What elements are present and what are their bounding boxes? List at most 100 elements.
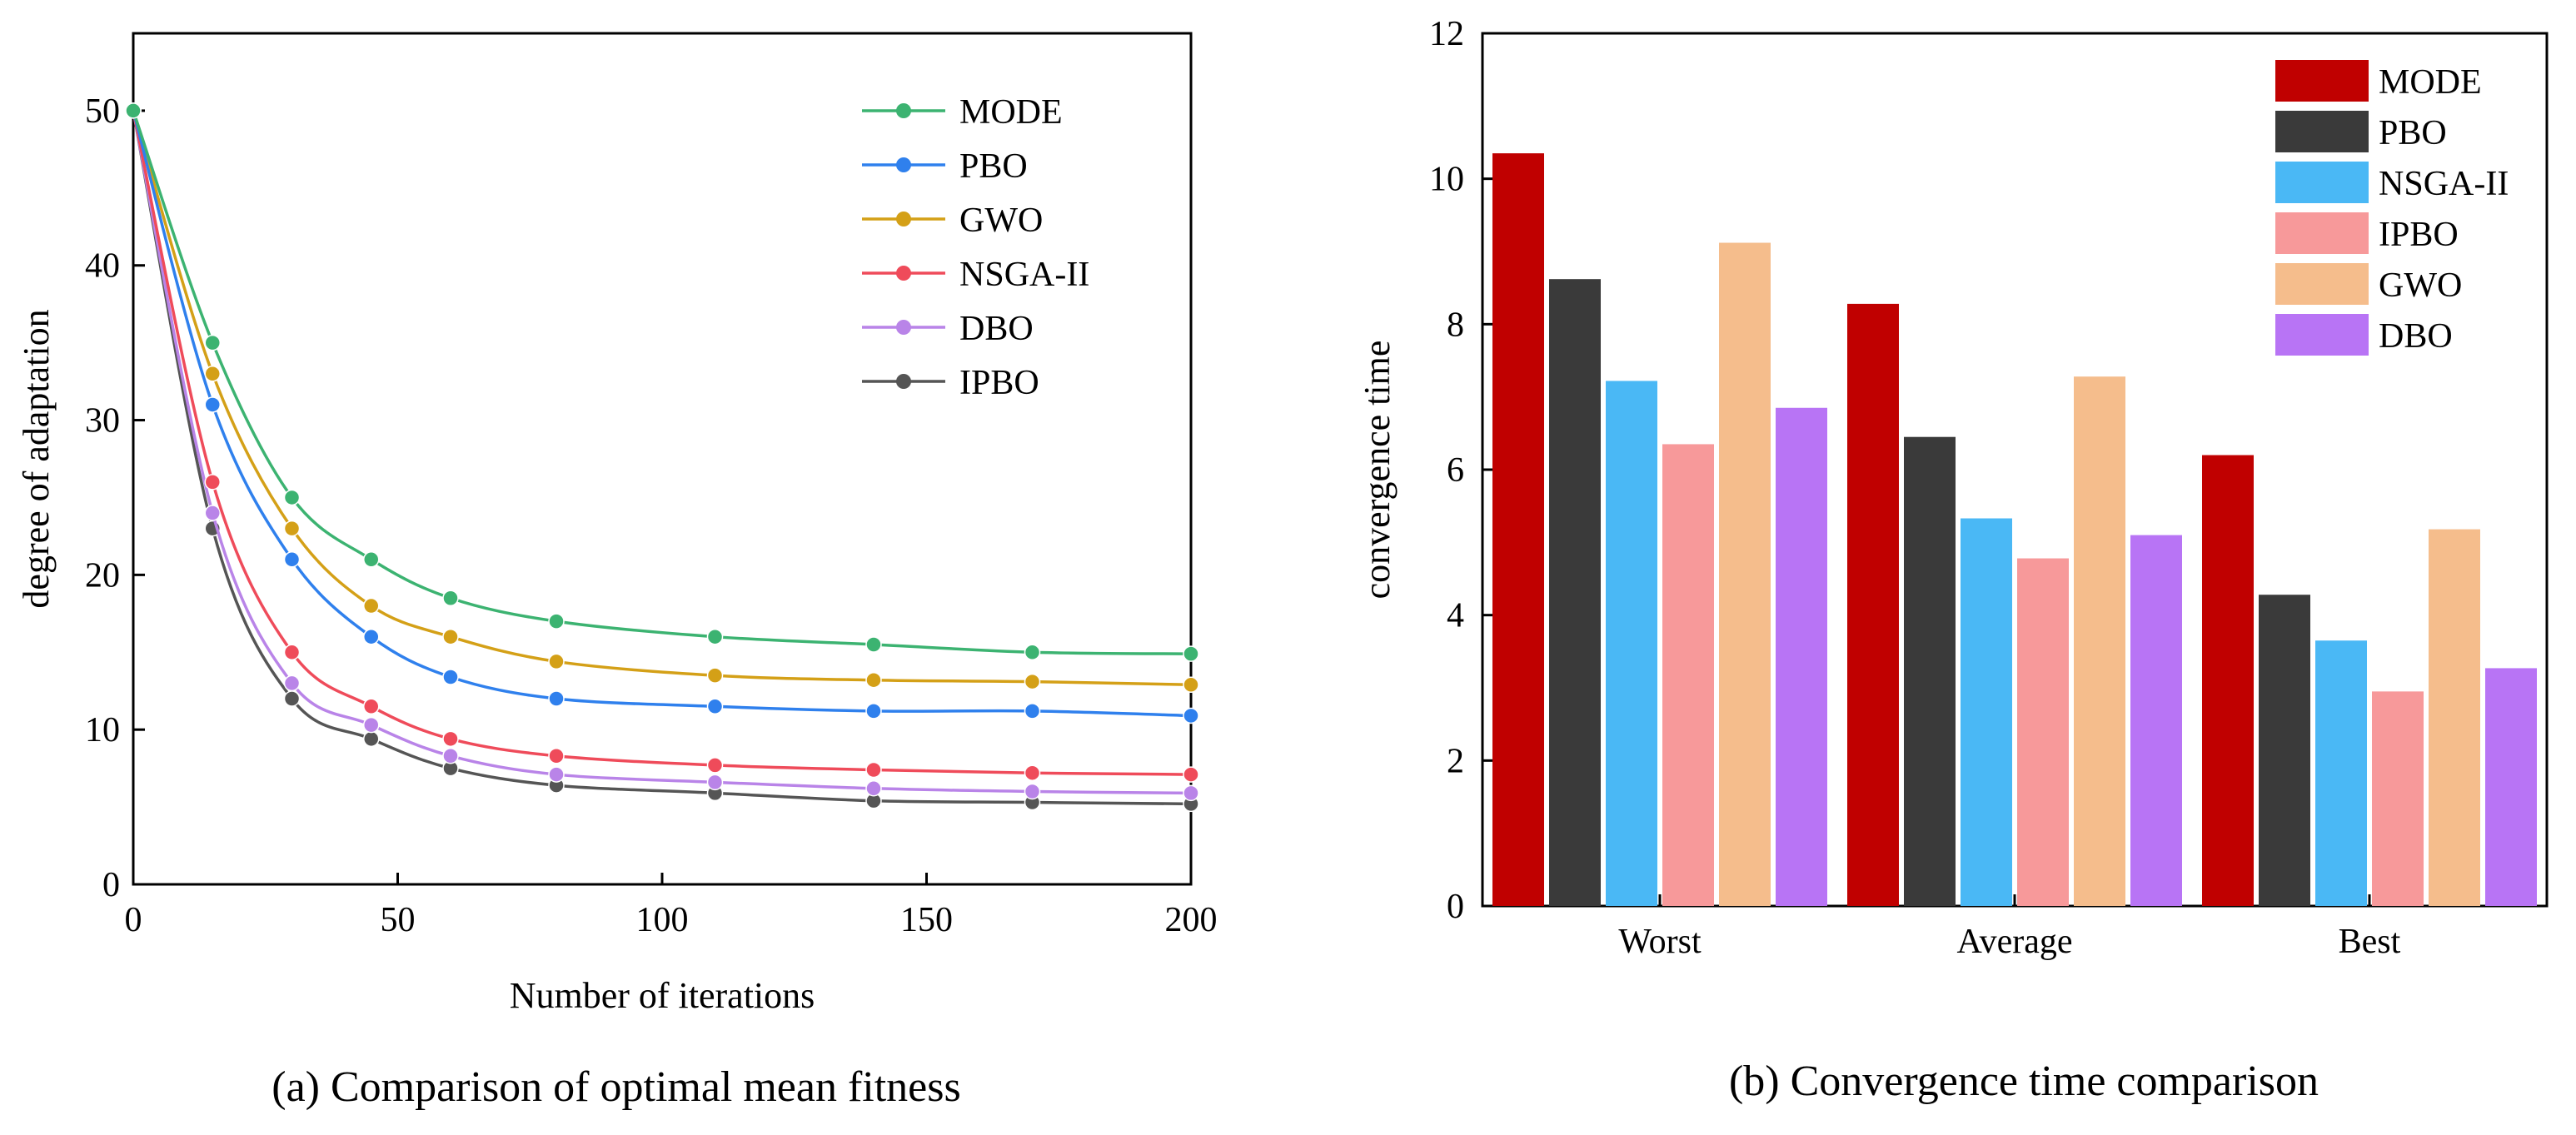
line-point-mode	[548, 613, 565, 630]
line-legend-item-mode: MODE	[862, 93, 1063, 132]
line-chart-ytick-label: 40	[85, 247, 120, 286]
line-point-mode	[283, 489, 301, 506]
line-legend-label: NSGA-II	[959, 256, 1089, 294]
line-chart-caption: (a) Comparison of optimal mean fitness	[272, 1063, 960, 1111]
line-point-ipbo	[283, 690, 301, 707]
line-point-nsga-ii	[865, 761, 882, 779]
line-legend-marker	[896, 320, 911, 335]
bar-legend-item-pbo: PBO	[2275, 111, 2447, 152]
line-point-ipbo	[363, 730, 380, 748]
line-series-dbo	[125, 102, 1199, 802]
line-point-gwo	[442, 628, 459, 645]
line-point-dbo	[442, 748, 459, 764]
line-point-gwo	[283, 520, 301, 537]
line-point-nsga-ii	[1024, 764, 1041, 781]
bar-legend-swatch	[2275, 60, 2369, 102]
bar-legend-swatch	[2275, 111, 2369, 152]
line-point-gwo	[865, 671, 882, 689]
bar-nsga-ii-average	[1961, 518, 2012, 906]
bar-chart-ylabel: convergence time	[1357, 341, 1398, 600]
bar-mode-best	[2202, 455, 2254, 906]
line-chart-xtick-label: 200	[1165, 901, 1218, 939]
bar-chart-ytick-label: 10	[1429, 161, 1464, 199]
bar-legend-swatch	[2275, 263, 2369, 305]
bar-nsga-ii-worst	[1606, 381, 1657, 906]
line-point-gwo	[548, 653, 565, 670]
line-point-pbo	[1183, 707, 1199, 724]
line-legend-label: GWO	[959, 202, 1043, 240]
bar-gwo-worst	[1719, 242, 1771, 906]
line-legend-marker	[896, 103, 911, 118]
line-point-mode	[865, 636, 882, 653]
line-chart-ytick-label: 50	[85, 92, 120, 131]
bar-chart-category-label: Best	[2339, 923, 2401, 961]
bar-legend-swatch	[2275, 212, 2369, 254]
line-chart-xtick-label: 50	[381, 901, 416, 939]
line-point-nsga-ii	[1183, 766, 1199, 783]
line-chart-ytick-label: 30	[85, 402, 120, 441]
line-point-pbo	[283, 551, 301, 568]
line-point-dbo	[548, 766, 565, 783]
bar-chart-ytick-label: 8	[1447, 306, 1464, 344]
line-legend-label: MODE	[959, 93, 1063, 132]
bar-legend-item-mode: MODE	[2275, 60, 2482, 102]
line-point-pbo	[548, 690, 565, 707]
line-path-gwo	[132, 110, 1192, 687]
bar-chart-ytick-label: 12	[1429, 15, 1464, 53]
line-series-mode	[125, 102, 1199, 662]
line-point-gwo	[363, 597, 380, 615]
line-chart-ytick-label: 0	[102, 866, 120, 904]
bar-legend-item-dbo: DBO	[2275, 314, 2453, 356]
line-legend-item-nsga-ii: NSGA-II	[862, 256, 1089, 294]
line-legend-marker	[896, 212, 911, 227]
line-legend-item-ipbo: IPBO	[862, 364, 1039, 402]
line-legend-marker	[896, 157, 911, 172]
line-point-pbo	[204, 396, 221, 413]
line-legend-item-pbo: PBO	[862, 147, 1028, 186]
line-point-gwo	[706, 667, 724, 684]
line-point-dbo	[1183, 784, 1199, 802]
bar-legend-item-gwo: GWO	[2275, 263, 2462, 305]
bar-gwo-best	[2429, 529, 2480, 906]
line-point-dbo	[283, 675, 301, 692]
line-chart-xtick-label: 0	[125, 901, 142, 939]
bar-chart-convergence: 0 2 4 6 8 10 12 Worst Average Best MODE PBO NSGA-II…	[1357, 15, 2549, 1105]
line-legend-item-dbo: DBO	[862, 310, 1034, 348]
line-path-mode	[132, 110, 1192, 655]
line-point-gwo	[1183, 676, 1199, 694]
line-point-pbo	[363, 628, 380, 645]
bar-legend-label: IPBO	[2379, 216, 2459, 254]
bar-dbo-best	[2485, 668, 2537, 906]
bar-legend-item-ipbo: IPBO	[2275, 212, 2459, 254]
bar-dbo-worst	[1776, 407, 1827, 906]
bar-chart-caption: (b) Convergence time comparison	[1729, 1058, 2319, 1105]
line-point-gwo	[1024, 673, 1041, 690]
line-point-nsga-ii	[442, 730, 459, 748]
line-chart-xtick-label: 100	[636, 901, 689, 939]
line-point-nsga-ii	[283, 644, 301, 661]
line-point-dbo	[1024, 783, 1041, 800]
line-legend-item-gwo: GWO	[862, 202, 1043, 240]
line-legend-label: DBO	[959, 310, 1034, 348]
bar-ipbo-best	[2372, 691, 2424, 906]
bar-chart-category-label: Worst	[1618, 923, 1702, 961]
line-point-dbo	[363, 716, 380, 734]
line-point-nsga-ii	[706, 757, 724, 774]
line-point-nsga-ii	[363, 698, 380, 715]
bar-legend-swatch	[2275, 314, 2369, 356]
bar-legend-label: NSGA-II	[2379, 165, 2509, 203]
bar-pbo-best	[2259, 595, 2310, 906]
line-point-nsga-ii	[204, 474, 221, 490]
bar-ipbo-average	[2017, 558, 2069, 906]
line-point-mode	[204, 334, 221, 351]
bar-legend-label: GWO	[2379, 266, 2462, 305]
line-legend-label: PBO	[959, 147, 1028, 186]
bar-chart-ytick-label: 2	[1447, 742, 1464, 780]
line-chart-xtick-label: 150	[900, 901, 953, 939]
line-point-pbo	[706, 698, 724, 715]
line-point-mode	[125, 102, 142, 119]
line-point-nsga-ii	[548, 748, 565, 764]
line-legend-marker	[896, 266, 911, 281]
bar-legend-item-nsga-ii: NSGA-II	[2275, 162, 2509, 203]
